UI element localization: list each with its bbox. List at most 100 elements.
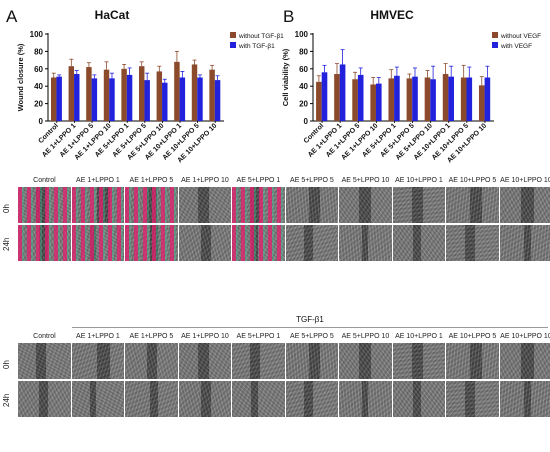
column-label: Control (33, 177, 56, 184)
panel-letter: B (283, 7, 294, 26)
micrograph-image (178, 343, 232, 379)
column-label: AE 10+LPPO 5 (448, 333, 497, 340)
bar (68, 66, 75, 121)
micrograph-image (178, 187, 232, 223)
micrograph-image (392, 381, 446, 417)
micrograph-image (71, 225, 125, 261)
column-label: AE 5+LPPO 1 (236, 177, 281, 184)
micrograph-image (499, 225, 550, 261)
bar (126, 74, 133, 121)
y-tick-label: 40 (34, 82, 43, 91)
bar (466, 77, 473, 121)
bar (121, 68, 127, 121)
y-axis-label: Cell viability (%) (281, 48, 290, 106)
tgf-group-line (72, 327, 548, 328)
legend-swatch (230, 42, 236, 48)
micrograph-image (339, 225, 392, 261)
column-label: AE 5+LPPO 5 (290, 177, 334, 184)
micrograph-image (232, 381, 285, 417)
column-label: AE 1+LPPO 5 (129, 333, 174, 340)
column-label: AE 5+LPPO 10 (341, 333, 390, 340)
column-label: AE 1+LPPO 1 (76, 333, 120, 340)
bar (91, 78, 98, 121)
column-label: AE 1+LPPO 10 (181, 333, 229, 340)
bar (339, 64, 346, 121)
bar (144, 80, 150, 121)
micrograph-image (71, 343, 125, 379)
bar (448, 76, 454, 121)
y-tick-label: 60 (34, 65, 43, 74)
micrograph-image (71, 187, 125, 223)
micrograph-image (125, 343, 178, 379)
bar (138, 66, 145, 121)
y-tick-label: 100 (30, 30, 44, 39)
micrograph-image (125, 187, 178, 223)
bar (388, 78, 395, 121)
bar (197, 77, 203, 121)
micrograph-image (125, 225, 178, 261)
column-label: Control (33, 333, 56, 340)
micrograph-image (339, 343, 392, 379)
micrograph-image (285, 225, 339, 261)
bar (103, 69, 110, 121)
bar (316, 81, 322, 121)
legend-label: without VEGF (500, 33, 541, 40)
bar (394, 75, 400, 121)
y-axis-label: Wound closure (%) (16, 43, 25, 111)
row-label: 0h (2, 360, 11, 369)
y-tick-label: 80 (34, 47, 43, 56)
chart-title: HaCat (95, 8, 130, 22)
column-label: AE 5+LPPO 10 (341, 177, 390, 184)
bar (442, 74, 449, 121)
micrograph-image (446, 381, 499, 417)
bar (430, 79, 436, 121)
column-label: AE 1+LPPO 5 (129, 177, 174, 184)
column-label: AE 10+LPPO 5 (448, 177, 497, 184)
bar (352, 79, 358, 121)
bar (86, 67, 92, 121)
micrograph-image (339, 187, 392, 223)
y-tick-label: 20 (34, 100, 43, 109)
bar (50, 77, 57, 121)
bar (460, 77, 467, 121)
bar (424, 77, 431, 121)
legend-swatch (492, 42, 498, 48)
bar (412, 76, 418, 121)
y-tick-label: 80 (299, 47, 308, 56)
bar (179, 77, 186, 121)
bar (162, 82, 168, 121)
micrograph-image (285, 381, 339, 417)
bar (156, 71, 163, 121)
micrograph-image (392, 187, 446, 223)
tgf-group-label: TGF-β1 (296, 315, 324, 324)
chart-title: HMVEC (370, 8, 414, 22)
y-tick-label: 60 (299, 65, 308, 74)
bar (484, 77, 491, 121)
bar (174, 61, 180, 121)
micrograph-image (18, 187, 71, 223)
bar (56, 76, 62, 121)
micrograph-image (499, 187, 550, 223)
bar (334, 74, 340, 121)
column-label: AE 10+LPPO 1 (395, 333, 443, 340)
column-label: AE 10+LPPO 1 (395, 177, 443, 184)
bar (109, 78, 115, 121)
y-tick-label: 0 (304, 117, 309, 126)
row-label: 24h (2, 393, 11, 407)
bar (321, 72, 328, 121)
micrograph-image (18, 381, 71, 417)
column-label: AE 1+LPPO 1 (76, 177, 120, 184)
column-label: AE 5+LPPO 5 (290, 333, 334, 340)
row-label: 0h (2, 204, 11, 213)
legend-swatch (230, 32, 236, 38)
micrograph-image (285, 187, 339, 223)
micrograph-image (285, 343, 339, 379)
bar (74, 74, 80, 121)
column-label: AE 5+LPPO 1 (236, 333, 281, 340)
legend-label: without TGF-β1 (238, 33, 284, 40)
micrograph-image (446, 187, 499, 223)
bar (478, 85, 485, 121)
